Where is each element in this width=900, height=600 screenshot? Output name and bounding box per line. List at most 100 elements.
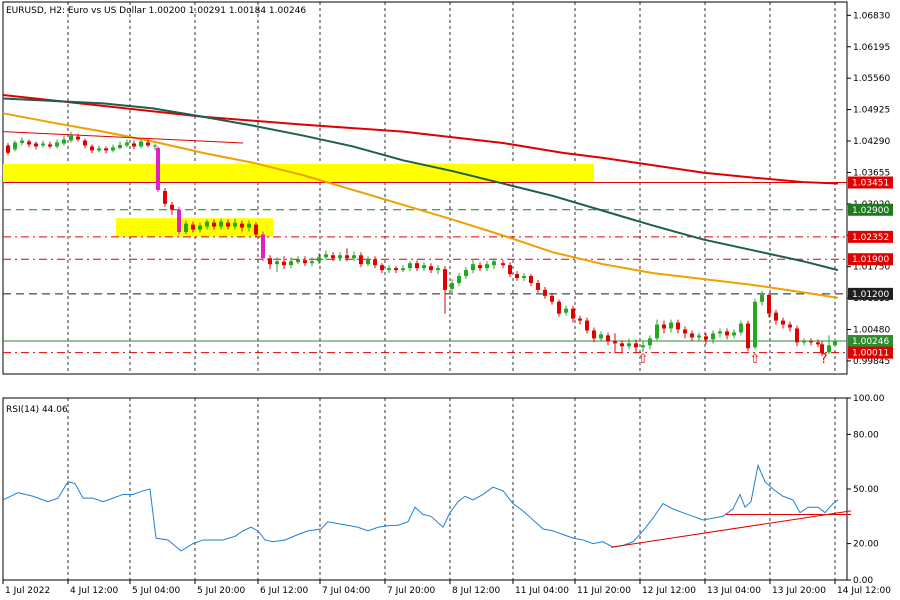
rsi-tick-label: 80.00 [853,430,879,440]
candle [76,133,80,142]
candle [153,143,157,151]
candle [219,218,223,230]
candle-body [802,341,806,343]
candle [613,333,617,354]
price-label-text: 1.00011 [852,349,889,359]
candle-body [13,142,17,150]
candle-body [212,222,216,227]
candle [543,286,547,299]
candle [760,290,764,306]
candle [422,262,426,272]
candle [732,329,736,339]
candle-body [718,331,722,334]
candle-body [261,234,265,259]
candle [139,139,143,149]
candle [781,317,785,329]
candle [592,327,596,343]
candle [177,206,181,235]
candle-body [585,320,589,331]
candle [156,146,160,192]
candle [97,145,101,153]
candle-body [571,308,575,319]
candle-body [485,264,489,269]
candle-body [153,145,157,147]
candle-body [627,343,631,347]
price-label-bg [848,203,893,216]
candle [83,138,87,149]
candle-body [464,270,468,277]
candle-body [436,268,440,271]
candle [746,320,750,352]
candle-body [240,223,244,228]
candle-body [345,255,349,259]
price-label-bg [848,253,893,266]
price-label: 1.01200 [848,287,893,300]
candle-body [233,222,237,227]
candle-body [732,332,736,336]
price-label-text: 1.01900 [852,255,889,265]
candle-body [34,143,38,147]
candle [564,305,568,316]
candle [578,315,582,325]
candle-body [620,343,624,347]
candle [104,146,108,154]
candle [13,140,17,152]
candle-body [331,255,335,259]
candle-body [599,334,603,339]
vertical-gridlines [67,2,836,580]
candle [170,201,174,215]
candle-body [132,143,136,147]
price-tick-label: 1.04290 [853,137,890,147]
candle [55,139,59,149]
rsi-tick-label: 0.00 [853,576,873,586]
price-chart-title: EURUSD, H2: Euro vs US Dollar 1.00200 1.… [6,6,306,16]
candle [111,144,115,153]
candle [240,220,244,232]
candle-body [219,221,223,227]
candle [725,328,729,340]
candle-body [205,221,209,227]
candle-body [303,260,307,264]
candle [515,271,519,281]
candle-body [795,328,799,343]
price-label: 1.01900 [848,253,893,266]
candle-body [118,144,122,148]
candle [827,335,831,355]
time-tick-label: 4 Jul 12:00 [70,586,119,596]
price-label: 1.02352 [848,230,893,243]
candle-body [226,222,230,227]
candle-body [613,341,617,344]
candle-body [282,261,286,266]
candle [275,257,279,273]
candle-body [359,255,363,265]
candle-body [492,261,496,266]
rsi-line [2,463,839,552]
candle [641,341,645,353]
candle [620,340,624,353]
moving-average-line [2,97,839,272]
candle [429,263,433,274]
candle [550,292,554,305]
candle [338,252,342,262]
chart-marker: ⇧ [638,352,649,367]
time-tick-label: 5 Jul 20:00 [197,586,246,596]
candle-body [317,257,321,262]
candle [289,257,293,269]
candle-body [184,223,188,233]
price-label-bg [848,230,893,243]
candle [669,319,673,333]
candle-body [697,335,701,338]
candle [331,252,335,262]
candle-body [275,261,279,265]
time-tick-label: 12 Jul 12:00 [642,586,696,596]
candle [34,141,38,150]
candle-body [296,259,300,263]
candle [184,220,188,235]
candle-body [27,141,31,145]
candle [303,256,307,267]
candle [373,256,377,269]
price-label-text: 1.03451 [852,179,889,189]
price-label-text: 1.02352 [852,233,889,243]
candle-body [816,342,820,345]
candle-body [366,259,370,265]
